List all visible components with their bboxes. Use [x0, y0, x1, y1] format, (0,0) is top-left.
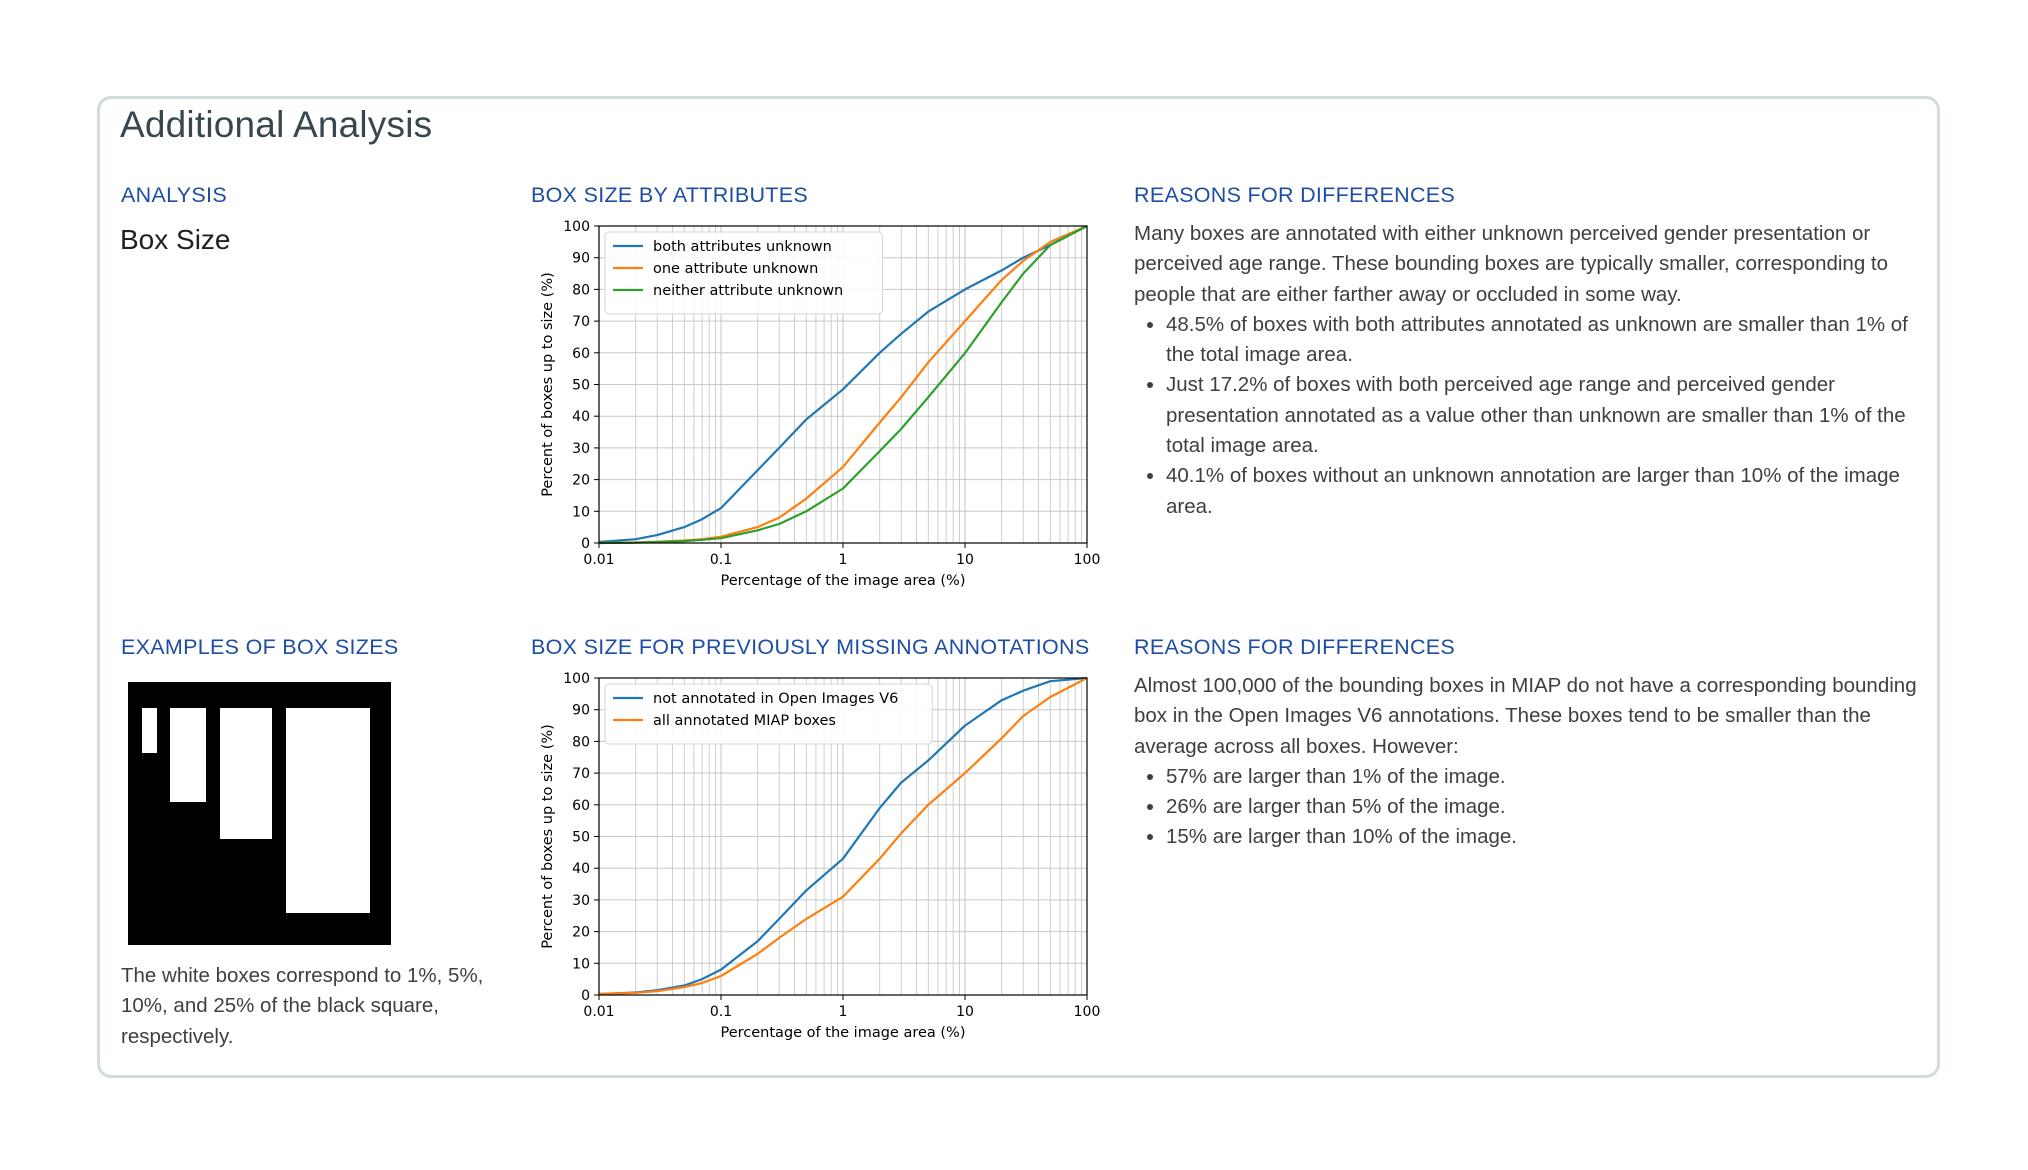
- series-line: [598, 225, 1088, 544]
- y-tick-label: 60: [572, 798, 590, 814]
- analysis-value: Box Size: [120, 224, 231, 255]
- legend-box: [604, 683, 933, 745]
- reasons2-bullet: 15% are larger than 10% of the image.: [1166, 822, 1924, 852]
- legend-box: [604, 231, 883, 315]
- examples-caption: The white boxes correspond to 1%, 5%, 10…: [121, 964, 484, 1048]
- series-line: [598, 676, 1088, 996]
- reasons2-heading: REASONS FOR DIFFERENCES: [1134, 635, 1456, 659]
- x-tick-label: 10: [956, 552, 974, 568]
- chart-box-size-by-attributes: 0.01 0.1 1 10 100 0 10 20 30 40 50 60 70 80 90 100 Perce…: [540, 219, 1101, 589]
- legend-label: neither attribute unknown: [653, 283, 843, 299]
- y-tick-label: 100: [563, 219, 590, 235]
- reasons1-list: 48.5% of boxes with both attributes anno…: [1134, 310, 1924, 522]
- reasons1-bullet: 48.5% of boxes with both attributes anno…: [1166, 310, 1924, 371]
- chart2-heading: BOX SIZE FOR PREVIOUSLY MISSING ANNOTATI…: [531, 635, 1090, 659]
- chart-box-size-missing-annotations: 0.01 0.1 1 10 100 0 10 20 30 40 50 60 70 80 90 100 Perce…: [540, 671, 1101, 1041]
- y-tick-label: 0: [581, 988, 590, 1004]
- legend: both attributes unknown one attribute unk…: [604, 231, 883, 315]
- y-tick-label: 70: [572, 766, 590, 782]
- legend-label: all annotated MIAP boxes: [653, 713, 836, 729]
- card-title: Additional Analysis: [120, 104, 433, 145]
- reasons2-list: 57% are larger than 1% of the image. 26%…: [1134, 762, 1924, 853]
- box-25-percent: [286, 708, 370, 913]
- x-axis-label: Percentage of the image area (%): [721, 573, 966, 589]
- examples-heading: EXAMPLES OF BOX SIZES: [121, 635, 399, 659]
- x-tick-label: 1: [839, 1004, 848, 1020]
- x-tick-label: 0.1: [710, 552, 732, 568]
- x-axis-label: Percentage of the image area (%): [721, 1025, 966, 1041]
- chart1-heading: BOX SIZE BY ATTRIBUTES: [531, 183, 809, 207]
- reasons1-bullet: Just 17.2% of boxes with both perceived …: [1166, 370, 1924, 461]
- box-10-percent: [220, 708, 272, 839]
- reasons2-bullet: 57% are larger than 1% of the image.: [1166, 762, 1924, 792]
- y-tick-label: 30: [572, 441, 590, 457]
- analysis-heading: ANALYSIS: [121, 183, 227, 207]
- legend-label: one attribute unknown: [653, 261, 818, 277]
- y-tick-label: 80: [572, 282, 590, 298]
- y-tick-label: 100: [563, 671, 590, 687]
- legend: not annotated in Open Images V6 all annot…: [604, 683, 933, 745]
- series-line: [598, 225, 1088, 545]
- reasons2-bullet: 26% are larger than 5% of the image.: [1166, 792, 1924, 822]
- y-tick-label: 20: [572, 473, 590, 489]
- y-tick-label: 90: [572, 251, 590, 267]
- x-tick-label: 100: [1074, 552, 1101, 568]
- y-tick-label: 60: [572, 346, 590, 362]
- legend-label: not annotated in Open Images V6: [653, 691, 898, 707]
- y-tick-label: 10: [572, 504, 590, 520]
- series-line: [598, 677, 1088, 996]
- y-tick-label: 10: [572, 956, 590, 972]
- y-tick-label: 80: [572, 734, 590, 750]
- y-tick-label: 20: [572, 925, 590, 941]
- reasons2-text: Almost 100,000 of the bounding boxes in …: [1134, 671, 1924, 853]
- y-tick-label: 40: [572, 409, 590, 425]
- y-tick-label: 0: [581, 536, 590, 552]
- reasons2-intro: Almost 100,000 of the bounding boxes in …: [1134, 674, 1917, 758]
- reasons1-intro: Many boxes are annotated with either unk…: [1134, 222, 1889, 306]
- x-tick-label: 10: [956, 1004, 974, 1020]
- x-tick-label: 0.01: [583, 552, 614, 568]
- y-tick-label: 90: [572, 703, 590, 719]
- reasons1-text: Many boxes are annotated with either unk…: [1134, 219, 1924, 522]
- box-1-percent: [142, 708, 157, 753]
- y-axis-label: Percent of boxes up to size (%): [540, 724, 556, 949]
- box-5-percent: [170, 708, 206, 802]
- x-tick-label: 100: [1074, 1004, 1101, 1020]
- reasons1-heading: REASONS FOR DIFFERENCES: [1134, 183, 1456, 207]
- y-tick-label: 50: [572, 830, 590, 846]
- y-tick-label: 70: [572, 314, 590, 330]
- y-axis-label: Percent of boxes up to size (%): [540, 272, 556, 497]
- x-tick-label: 1: [839, 552, 848, 568]
- box-size-example-image: [128, 682, 391, 945]
- reasons1-bullet: 40.1% of boxes without an unknown annota…: [1166, 461, 1924, 522]
- legend-label: both attributes unknown: [653, 239, 832, 255]
- y-tick-label: 30: [572, 893, 590, 909]
- x-tick-label: 0.1: [710, 1004, 732, 1020]
- x-tick-label: 0.01: [583, 1004, 614, 1020]
- y-tick-label: 50: [572, 378, 590, 394]
- y-tick-label: 40: [572, 861, 590, 877]
